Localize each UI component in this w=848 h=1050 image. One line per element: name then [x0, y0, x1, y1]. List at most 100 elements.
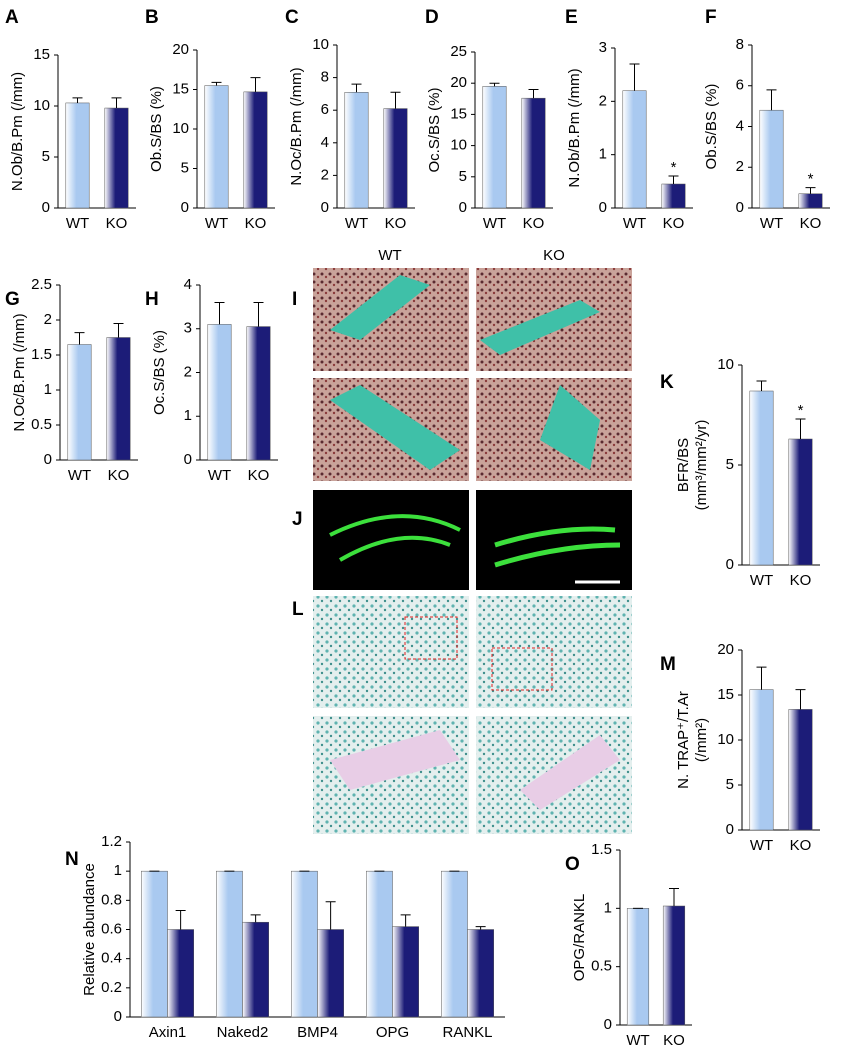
x-tick-label: WT — [205, 215, 228, 232]
y-tick-label: 3 — [184, 320, 192, 337]
panel-letter: B — [145, 7, 159, 28]
y-tick-label: 0 — [184, 451, 192, 468]
bar — [317, 929, 344, 1018]
bar — [106, 337, 131, 461]
panel-letter: D — [425, 7, 439, 28]
bar — [207, 324, 232, 461]
panel-letter: I — [292, 289, 297, 310]
bar — [661, 183, 686, 209]
error-bar — [72, 97, 83, 103]
y-tick-label: 6 — [736, 77, 744, 94]
y-axis-label: Ob.S/BS (%) — [703, 84, 720, 170]
y-tick-label: 5 — [181, 159, 189, 176]
y-tick-label: 1 — [114, 862, 122, 879]
bar — [383, 108, 408, 209]
panel-letter: C — [285, 7, 299, 28]
bar — [167, 929, 194, 1018]
error-bar — [211, 81, 222, 86]
error-bar — [669, 888, 679, 906]
y-axis-label: (/mm²) — [693, 718, 710, 762]
y-tick-label: 0 — [44, 451, 52, 468]
y-tick-label: 3 — [599, 39, 607, 56]
bar — [749, 689, 774, 831]
y-tick-label: 5 — [726, 776, 734, 793]
x-tick-label: KO — [790, 837, 812, 854]
error-bar — [795, 689, 806, 710]
error-bar — [528, 88, 539, 99]
x-tick-label: WT — [345, 215, 368, 232]
y-tick-label: 20 — [717, 641, 734, 658]
bar — [65, 102, 90, 209]
error-bar — [351, 83, 362, 93]
y-axis-label: Oc.S/BS (%) — [426, 87, 443, 172]
panel-letter: J — [292, 509, 303, 530]
panel-letter: E — [565, 7, 578, 28]
x-tick-label: BMP4 — [297, 1024, 338, 1041]
error-bar — [175, 910, 186, 930]
x-tick-label: KO — [106, 215, 128, 232]
y-tick-label: 6 — [321, 101, 329, 118]
y-tick-label: 0 — [114, 1008, 122, 1025]
y-tick-label: 0 — [604, 1016, 612, 1033]
y-tick-label: 10 — [717, 731, 734, 748]
y-axis-label: (mm³/mm²/yr) — [693, 420, 710, 511]
error-bar — [489, 82, 500, 87]
x-tick-label: KO — [385, 215, 407, 232]
y-tick-label: 0 — [736, 199, 744, 216]
y-tick-label: 4 — [321, 134, 329, 151]
y-tick-label: 0.5 — [591, 958, 612, 975]
y-tick-label: 5 — [726, 456, 734, 473]
y-tick-label: 8 — [736, 36, 744, 53]
error-bar — [805, 187, 816, 194]
error-bar — [214, 302, 225, 325]
error-bar — [250, 914, 261, 923]
error-bar — [74, 332, 85, 345]
bar — [482, 86, 507, 209]
y-tick-label: 10 — [450, 137, 467, 154]
bar — [67, 344, 92, 461]
y-tick-label: 2 — [184, 363, 192, 380]
error-bar — [253, 302, 264, 327]
x-tick-label: WT — [66, 215, 89, 232]
bar — [216, 870, 243, 1018]
bar — [366, 870, 393, 1018]
y-tick-label: 25 — [450, 43, 467, 60]
y-tick-label: 15 — [172, 80, 189, 97]
y-tick-label: 5 — [459, 168, 467, 185]
y-tick-label: 0 — [321, 199, 329, 216]
bar — [759, 109, 784, 209]
y-tick-label: 2 — [736, 158, 744, 175]
bar — [788, 709, 813, 831]
x-tick-label: WT — [750, 572, 773, 589]
y-axis-label: OPG/RANKL — [571, 894, 588, 982]
bar — [291, 870, 318, 1018]
error-bar — [668, 175, 679, 184]
y-axis-label: Relative abundance — [81, 863, 98, 996]
error-bar — [111, 97, 122, 109]
y-tick-label: 0.4 — [101, 950, 122, 967]
x-tick-label: KO — [108, 467, 130, 484]
bar — [392, 926, 419, 1018]
y-tick-label: 2 — [44, 311, 52, 328]
y-tick-label: 2 — [599, 92, 607, 109]
panel-letter: K — [660, 372, 674, 393]
error-bar — [325, 901, 336, 930]
image-panel-j — [313, 490, 632, 590]
y-tick-label: 15 — [717, 686, 734, 703]
y-axis-label: N.Ob/B.Pm (/mm) — [9, 72, 26, 191]
y-tick-label: 5 — [42, 148, 50, 165]
y-axis-label: Oc.S/BS (%) — [151, 330, 168, 415]
bar — [104, 107, 129, 209]
x-tick-label: Naked2 — [217, 1024, 269, 1041]
x-tick-label: KO — [663, 1032, 685, 1049]
bar — [441, 870, 468, 1018]
image-panel-i — [313, 268, 632, 481]
y-tick-label: 15 — [33, 46, 50, 63]
y-tick-label: 10 — [172, 120, 189, 137]
y-tick-label: 0.2 — [101, 979, 122, 996]
y-tick-label: 1.5 — [31, 346, 52, 363]
error-bar — [629, 63, 640, 91]
y-tick-label: 1 — [604, 899, 612, 916]
y-tick-label: 20 — [450, 74, 467, 91]
y-tick-label: 0.6 — [101, 920, 122, 937]
